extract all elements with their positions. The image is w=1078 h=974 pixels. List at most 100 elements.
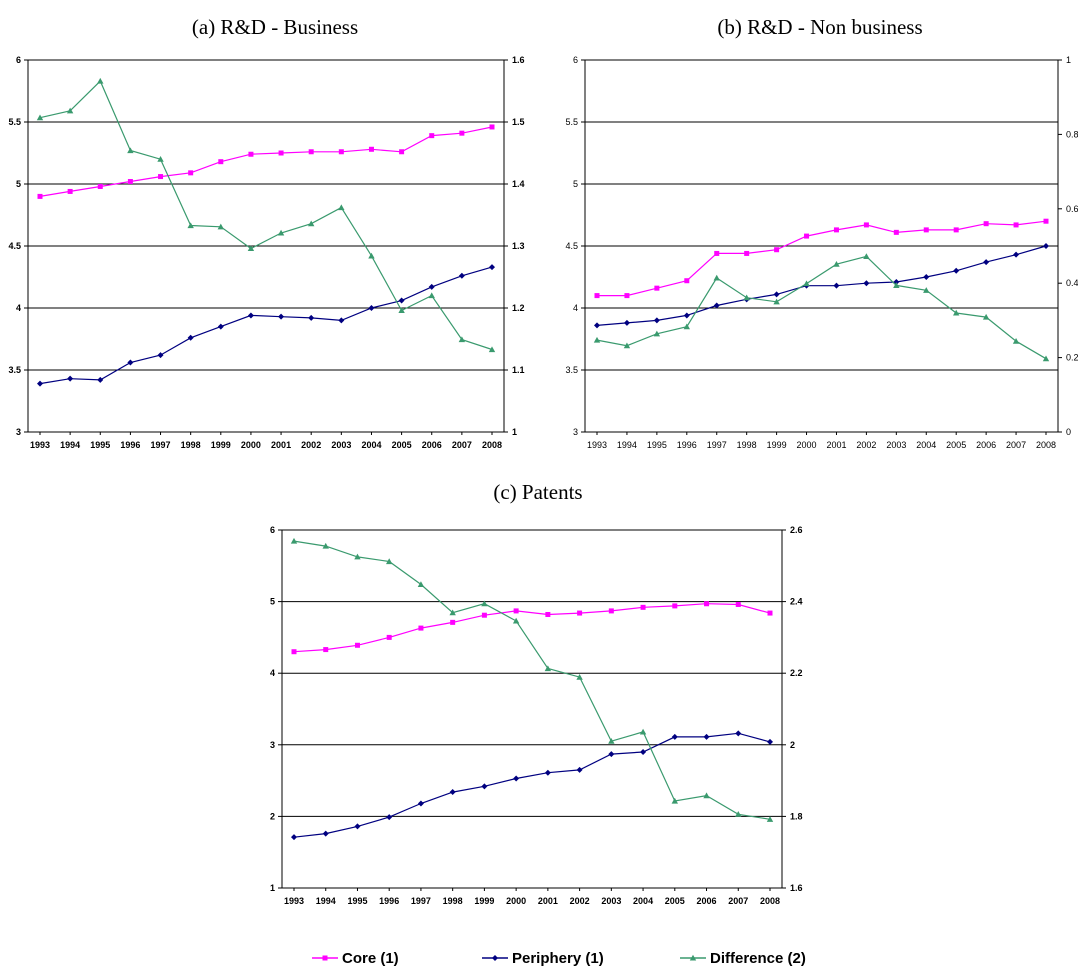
y-tick-label: 3 xyxy=(573,427,578,437)
series-line xyxy=(293,540,771,820)
y-tick-label: 4.5 xyxy=(565,241,578,251)
y-tick-label: 3.5 xyxy=(8,365,21,375)
data-point xyxy=(127,179,133,185)
x-tick-label: 2002 xyxy=(856,440,876,450)
data-point xyxy=(577,610,583,616)
series-core xyxy=(37,124,495,199)
data-point xyxy=(544,769,551,776)
data-point xyxy=(290,537,298,544)
data-point xyxy=(291,834,297,841)
x-tick-label: 2000 xyxy=(241,440,261,450)
data-point xyxy=(863,253,870,259)
data-point xyxy=(187,222,194,229)
y-tick-label: 3 xyxy=(16,427,21,437)
data-point xyxy=(187,334,194,341)
data-point xyxy=(354,823,361,830)
data-point xyxy=(594,322,600,329)
data-point xyxy=(278,313,285,320)
data-point xyxy=(735,601,741,607)
x-tick-label: 1995 xyxy=(90,440,110,450)
series-line xyxy=(39,126,493,197)
data-point xyxy=(354,642,360,648)
x-tick-label: 1998 xyxy=(443,896,463,906)
data-point xyxy=(743,294,750,301)
y2-tick-label: 1.4 xyxy=(512,179,525,189)
y2-tick-label: 1.5 xyxy=(512,117,525,127)
y2-tick-label: 1 xyxy=(512,427,517,437)
data-point xyxy=(608,751,615,758)
x-tick-label: 1998 xyxy=(181,440,201,450)
chart-title: (c) Patents xyxy=(493,480,582,504)
data-point xyxy=(953,227,959,233)
y2-tick-label: 2.2 xyxy=(790,668,803,678)
x-tick-label: 2005 xyxy=(392,440,412,450)
data-point xyxy=(338,317,345,324)
chart-title: (a) R&D - Business xyxy=(192,15,358,39)
data-point xyxy=(1013,251,1020,258)
chart-panel-c: (c) Patents 1 2 3 4 5 6 1.6 1.8 2 2.2 2.4 2.6 1993 199… xyxy=(270,480,803,906)
data-point xyxy=(767,610,773,616)
data-point xyxy=(713,274,720,281)
y2-tick-label: 0.8 xyxy=(1066,129,1078,139)
data-point xyxy=(157,156,164,162)
x-tick-label: 2006 xyxy=(976,440,996,450)
data-point xyxy=(489,124,495,130)
data-point xyxy=(97,183,103,189)
data-point xyxy=(368,252,375,259)
legend-item: Core (1) xyxy=(312,950,399,967)
x-tick-label: 2008 xyxy=(482,440,502,450)
x-tick-label: 2004 xyxy=(633,896,653,906)
data-point xyxy=(833,227,839,233)
x-tick-label: 2004 xyxy=(916,440,936,450)
data-point xyxy=(127,359,134,366)
data-point xyxy=(923,287,930,293)
data-point xyxy=(97,77,104,84)
y2-tick-label: 1.8 xyxy=(790,811,803,821)
series-line xyxy=(39,266,493,385)
x-tick-label: 2005 xyxy=(946,440,966,450)
data-point xyxy=(398,307,405,314)
data-point xyxy=(429,133,435,139)
data-point xyxy=(458,336,466,343)
plot-frame xyxy=(27,59,505,433)
data-point xyxy=(481,612,487,618)
data-point xyxy=(713,302,720,309)
data-point xyxy=(767,738,773,745)
data-point xyxy=(278,150,284,156)
data-point xyxy=(766,816,774,822)
y2-tick-label: 0 xyxy=(1066,427,1071,437)
series-difference xyxy=(593,253,1050,362)
data-point xyxy=(714,250,720,256)
data-point xyxy=(481,600,488,607)
y-tick-label: 4.5 xyxy=(8,241,21,251)
data-point xyxy=(417,581,425,587)
y-tick-label: 4 xyxy=(573,303,578,313)
data-point xyxy=(671,797,678,804)
y-tick-label: 5.5 xyxy=(8,117,21,127)
data-point xyxy=(623,319,630,326)
legend-swatch-marker xyxy=(322,955,328,961)
data-point xyxy=(308,149,314,155)
data-point xyxy=(157,352,164,359)
data-point xyxy=(983,221,989,227)
data-point xyxy=(640,604,646,610)
x-tick-label: 1999 xyxy=(474,896,494,906)
data-point xyxy=(653,317,660,324)
y2-tick-label: 1.2 xyxy=(512,303,525,313)
data-point xyxy=(97,376,104,383)
x-tick-label: 1993 xyxy=(587,440,607,450)
y-tick-label: 6 xyxy=(16,55,21,65)
data-point xyxy=(624,293,630,299)
x-tick-label: 2001 xyxy=(538,896,558,906)
x-tick-label: 2003 xyxy=(331,440,351,450)
data-point xyxy=(1043,218,1049,224)
legend-swatch-marker xyxy=(689,954,697,961)
data-point xyxy=(953,309,960,316)
y-tick-label: 5 xyxy=(16,179,21,189)
data-point xyxy=(923,274,930,280)
data-point xyxy=(744,250,750,256)
y2-tick-label: 2.6 xyxy=(790,525,803,535)
x-tick-label: 1994 xyxy=(617,440,637,450)
data-point xyxy=(703,792,710,799)
x-tick-label: 2001 xyxy=(271,440,291,450)
